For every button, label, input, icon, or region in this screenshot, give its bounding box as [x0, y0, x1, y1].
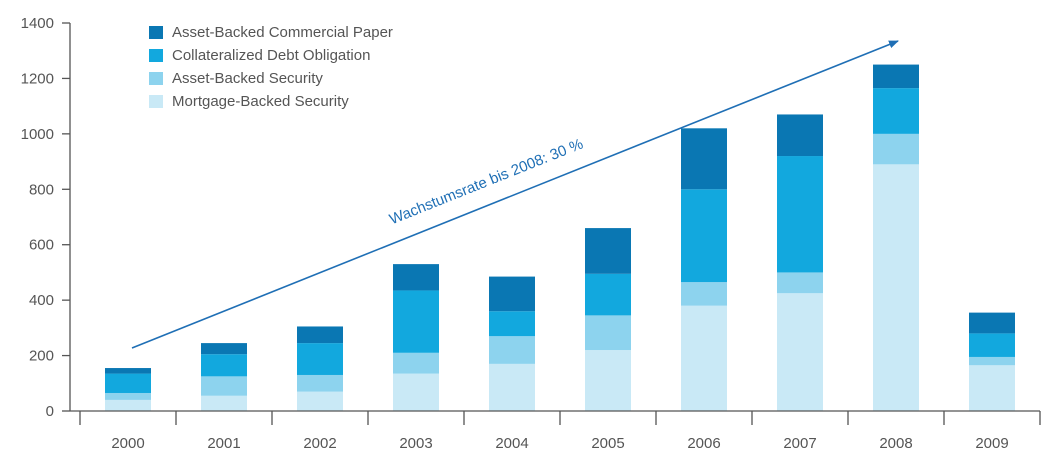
x-tick-label: 2009 — [975, 435, 1008, 452]
bar-segment-2009-collateralized-debt-obligation — [969, 333, 1015, 357]
bar-segment-2004-collateralized-debt-obligation — [489, 311, 535, 337]
y-axis-ticks: 0 200 400 600 800 1000 1200 1400 — [21, 15, 71, 420]
bar-segment-2000-collateralized-debt-obligation — [105, 373, 151, 393]
bar-segment-2000-mortgage-backed-security — [105, 399, 151, 411]
bar-segment-2004-asset-backed-security — [489, 336, 535, 364]
bar-segment-2002-collateralized-debt-obligation — [297, 343, 343, 375]
x-tick-label: 2004 — [495, 435, 528, 452]
y-tick-label: 0 — [46, 403, 54, 420]
x-tick-label: 2007 — [783, 435, 816, 452]
bar-segment-2007-collateralized-debt-obligation — [777, 156, 823, 273]
x-tick-label: 2001 — [207, 435, 240, 452]
x-axis: 2000 2001 2002 2003 2004 2005 2006 2007 2008 2009 — [70, 410, 1041, 452]
x-tick-label: 2000 — [111, 435, 144, 452]
bar-segment-2006-collateralized-debt-obligation — [681, 189, 727, 283]
bar-segment-2007-asset-backed-commercial-paper — [777, 114, 823, 157]
bar-segment-2002-asset-backed-commercial-paper — [297, 326, 343, 344]
y-tick-label: 800 — [29, 181, 54, 198]
bar-segment-2003-collateralized-debt-obligation — [393, 290, 439, 353]
legend-label: Mortgage-Backed Security — [172, 93, 349, 110]
bar-segment-2008-collateralized-debt-obligation — [873, 88, 919, 134]
bar-segment-2001-collateralized-debt-obligation — [201, 354, 247, 377]
bar-segment-2002-asset-backed-security — [297, 374, 343, 392]
x-tick-label: 2006 — [687, 435, 720, 452]
bar-segment-2001-asset-backed-security — [201, 376, 247, 396]
y-tick-label: 600 — [29, 237, 54, 254]
bar-segment-2009-mortgage-backed-security — [969, 365, 1015, 411]
x-tick-label: 2008 — [879, 435, 912, 452]
bar-segment-2008-asset-backed-security — [873, 133, 919, 165]
y-tick-label: 1200 — [21, 70, 54, 87]
bar-segment-2008-mortgage-backed-security — [873, 164, 919, 411]
bar-segment-2004-asset-backed-commercial-paper — [489, 276, 535, 312]
bar-segment-2009-asset-backed-security — [969, 356, 1015, 366]
bar-segment-2008-asset-backed-commercial-paper — [873, 64, 919, 89]
y-tick-label: 1400 — [21, 15, 54, 32]
legend-swatch — [149, 95, 163, 108]
bar-segment-2006-mortgage-backed-security — [681, 305, 727, 411]
bar-segment-2007-mortgage-backed-security — [777, 293, 823, 411]
bar-segment-2006-asset-backed-security — [681, 282, 727, 306]
y-tick-label: 200 — [29, 348, 54, 365]
x-tick-label: 2003 — [399, 435, 432, 452]
bar-segment-2001-mortgage-backed-security — [201, 395, 247, 411]
bar-segment-2007-asset-backed-security — [777, 272, 823, 294]
x-tick-label: 2005 — [591, 435, 624, 452]
x-tick-label: 2002 — [303, 435, 336, 452]
bar-segment-2005-asset-backed-security — [585, 315, 631, 351]
bar-segment-2005-asset-backed-commercial-paper — [585, 228, 631, 274]
bar-segment-2005-collateralized-debt-obligation — [585, 273, 631, 316]
bar-segment-2001-asset-backed-commercial-paper — [201, 343, 247, 355]
legend-label: Asset-Backed Commercial Paper — [172, 24, 393, 41]
bar-segment-2003-asset-backed-commercial-paper — [393, 264, 439, 291]
legend-label: Collateralized Debt Obligation — [172, 47, 370, 64]
legend-label: Asset-Backed Security — [172, 70, 323, 87]
bar-segment-2009-asset-backed-commercial-paper — [969, 312, 1015, 334]
bar-segment-2003-mortgage-backed-security — [393, 373, 439, 411]
y-tick-label: 1000 — [21, 126, 54, 143]
growth-arrow — [131, 40, 899, 349]
bars-group — [105, 64, 1015, 411]
bar-segment-2000-asset-backed-security — [105, 392, 151, 400]
bar-segment-2004-mortgage-backed-security — [489, 363, 535, 411]
bar-segment-2003-asset-backed-security — [393, 352, 439, 374]
y-tick-label: 400 — [29, 292, 54, 309]
bar-segment-2000-asset-backed-commercial-paper — [105, 368, 151, 374]
legend-swatch — [149, 49, 163, 62]
bar-segment-2005-mortgage-backed-security — [585, 350, 631, 411]
bar-segment-2006-asset-backed-commercial-paper — [681, 128, 727, 190]
legend-swatch — [149, 26, 163, 39]
growth-label: Wachstumsrate bis 2008: 30 % — [387, 135, 586, 228]
legend-swatch — [149, 72, 163, 85]
bar-segment-2002-mortgage-backed-security — [297, 391, 343, 411]
legend: Asset-Backed Commercial Paper Collaterali… — [149, 24, 393, 110]
